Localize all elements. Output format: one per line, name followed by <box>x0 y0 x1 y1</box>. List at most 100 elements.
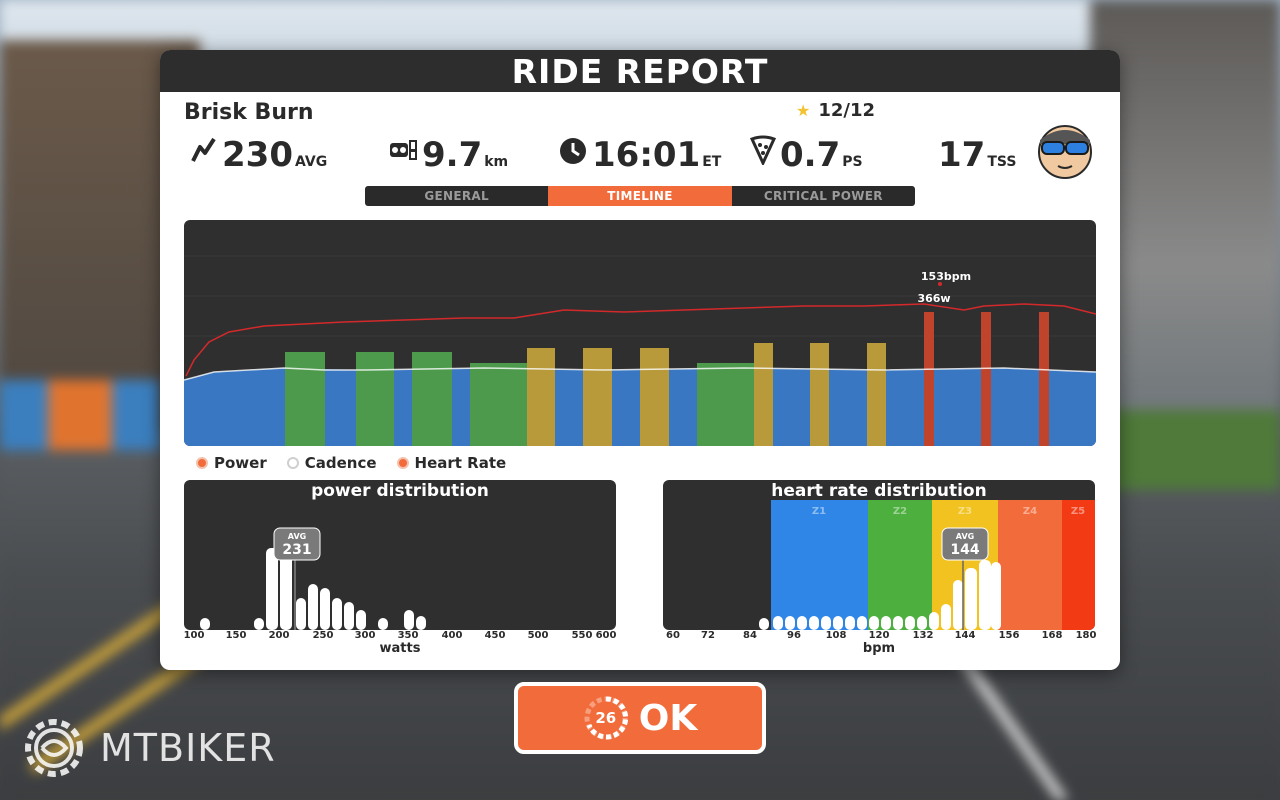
tick-label: 84 <box>743 630 757 641</box>
histogram-bar <box>833 616 843 630</box>
histogram-bar <box>308 584 318 630</box>
interval-block <box>412 352 452 446</box>
histogram-bar <box>979 560 991 630</box>
histogram-bar <box>332 598 342 630</box>
tick-label: 550 <box>571 630 593 641</box>
tick-label: 60 <box>666 630 680 641</box>
interval-block <box>527 348 555 446</box>
interval-block <box>1039 312 1049 446</box>
power-axis-ticks: 100 150 200 250 300 350 400 450 500 550 … <box>183 630 617 644</box>
histogram-bar <box>941 604 951 630</box>
histogram-bar <box>773 616 783 630</box>
histogram-bar <box>280 544 292 630</box>
histogram-bar <box>881 616 891 630</box>
toggle-on-icon <box>196 457 208 469</box>
zone-label: Z2 <box>893 506 907 517</box>
tick-label: 200 <box>268 630 290 641</box>
histogram-bar <box>344 602 354 630</box>
zone-z1 <box>771 500 868 630</box>
legend-cadence-toggle[interactable]: Cadence <box>286 454 377 472</box>
tick-label: 168 <box>1041 630 1063 641</box>
zone-label: Z4 <box>1023 506 1037 517</box>
gear-logo-icon <box>25 719 83 777</box>
tss-unit: TSS <box>987 154 1017 170</box>
zone-z2 <box>868 500 932 630</box>
heart-rate-line <box>185 303 1096 377</box>
tick-label: 100 <box>183 630 205 641</box>
tick-label: 132 <box>912 630 934 641</box>
ok-button[interactable]: 26 OK <box>514 682 766 754</box>
tab-critical-power[interactable]: CRITICAL POWER <box>763 189 883 203</box>
histogram-bar <box>893 616 903 630</box>
hr-axis-ticks: 60 72 84 96 108 120 132 144 156 168 180 <box>663 630 1096 644</box>
avg-power-value: 231 <box>282 542 311 558</box>
power-value: 230 <box>222 135 293 175</box>
pizza-value: 0.7 <box>780 135 841 175</box>
interval-block <box>697 363 754 446</box>
avg-hr-badge <box>941 527 989 561</box>
pizza-unit: PS <box>842 154 863 170</box>
zone-label: Z1 <box>812 506 826 517</box>
power-histogram <box>200 544 426 630</box>
stat-elapsed-time: 16:01 ET <box>558 134 721 174</box>
tick-label: 450 <box>484 630 506 641</box>
interval-block <box>924 312 934 446</box>
histogram-bar <box>965 568 977 630</box>
countdown-value: 26 <box>595 709 617 727</box>
zone-label: Z5 <box>1071 506 1085 517</box>
watermark-text: MTBIKER <box>100 726 276 770</box>
histogram-bar <box>404 610 414 630</box>
toggle-off-icon <box>286 457 299 469</box>
interval-block <box>867 343 886 446</box>
distance-value: 9.7 <box>422 135 483 175</box>
histogram-bar <box>809 616 819 630</box>
histogram-bar <box>416 616 426 630</box>
interval-block <box>583 348 612 446</box>
avatar <box>1032 118 1098 180</box>
countdown-timer: 26 <box>583 695 629 741</box>
peak-hr-marker <box>938 282 942 286</box>
distance-icon <box>388 135 418 174</box>
histogram-bar <box>991 562 1001 630</box>
tab-timeline[interactable]: TIMELINE <box>548 186 732 206</box>
star-icon: ★ <box>796 101 811 120</box>
histogram-bar <box>200 618 210 630</box>
legend-power-toggle[interactable]: Power <box>196 454 267 472</box>
tick-label: 72 <box>701 630 715 641</box>
pizza-icon <box>749 135 777 174</box>
histogram-bar <box>378 618 388 630</box>
interval-block <box>981 312 991 446</box>
peak-power-label: 366w <box>917 292 950 305</box>
avg-hr-label: AVG <box>956 532 974 541</box>
tss-value: 17 <box>938 135 986 175</box>
histogram-bar <box>320 588 330 630</box>
tick-label: 96 <box>787 630 801 641</box>
report-tabs: GENERAL TIMELINE CRITICAL POWER <box>365 186 915 206</box>
ride-report-dialog: RIDE REPORT Brisk Burn ★ 12/12 230 AVG 9.… <box>160 50 1120 670</box>
legend-heart-rate-toggle[interactable]: Heart Rate <box>396 454 506 472</box>
tick-label: 144 <box>954 630 976 641</box>
histogram-bar <box>785 616 795 630</box>
tick-label: 500 <box>527 630 549 641</box>
histogram-bar <box>759 618 769 630</box>
workout-name: Brisk Burn <box>184 100 314 125</box>
histogram-bar <box>821 616 831 630</box>
interval-block <box>810 343 829 446</box>
chart-legend: Power Cadence Heart Rate <box>196 454 506 472</box>
zone-z5 <box>1062 500 1095 630</box>
tick-label: 120 <box>868 630 890 641</box>
stat-tss: 17 TSS <box>938 134 1016 174</box>
tick-label: 108 <box>825 630 847 641</box>
timeline-chart: 153bpm 366w <box>184 220 1096 446</box>
ok-label: OK <box>638 697 698 739</box>
clock-icon <box>558 135 588 174</box>
power-trace-line <box>184 367 1096 381</box>
histogram-bar <box>857 616 867 630</box>
histogram-bar <box>254 618 264 630</box>
histogram-bar <box>953 580 963 630</box>
time-unit: ET <box>702 154 722 170</box>
power-distribution-chart: power distribution AVG 231 <box>184 480 616 630</box>
hr-histogram <box>759 560 1001 630</box>
tab-general[interactable]: GENERAL <box>424 189 489 203</box>
peak-hr-label: 153bpm <box>921 270 971 283</box>
